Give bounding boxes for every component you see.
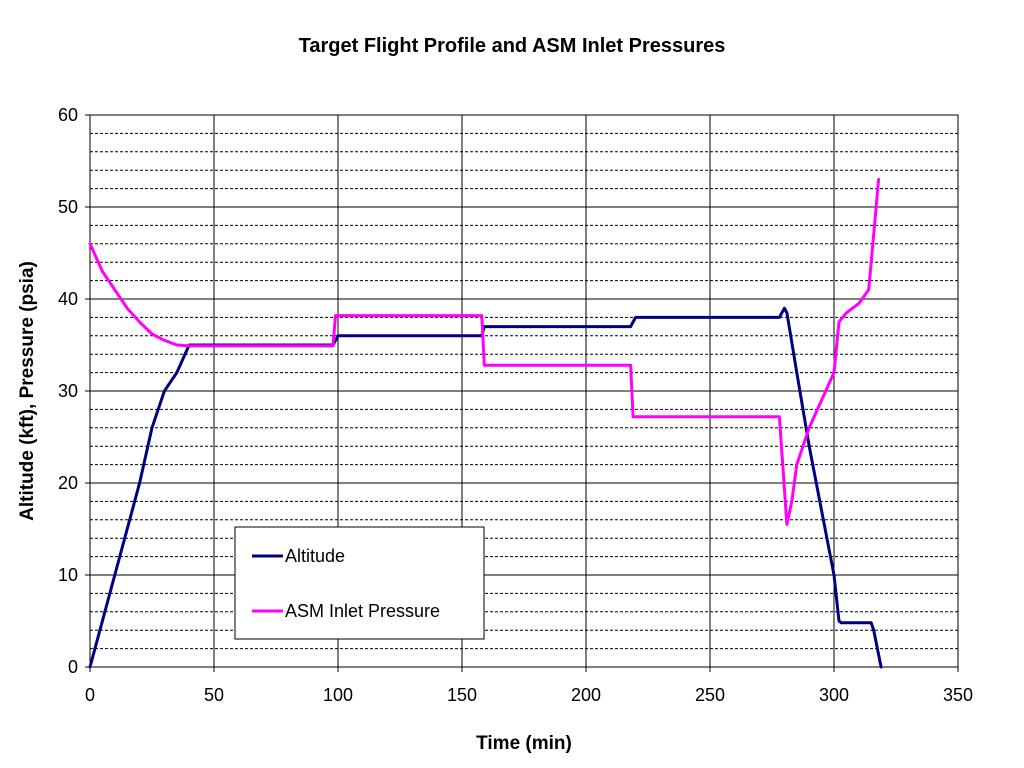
y-tick-label: 60 [58,105,78,125]
legend-label-asm-inlet-pressure: ASM Inlet Pressure [285,601,440,621]
legend-box [234,526,485,640]
series-layer [88,177,883,669]
x-tick-label: 50 [204,685,224,705]
x-tick-label: 300 [819,685,849,705]
legend: Altitude ASM Inlet Pressure [234,526,485,640]
series-line-altitude [88,306,883,669]
legend-label-altitude: Altitude [285,546,345,566]
y-tick-label: 0 [68,657,78,677]
y-tick-label: 10 [58,565,78,585]
major-gridlines [90,115,958,667]
x-axis-ticks: 0 50 100 150 200 250 300 350 [85,667,973,705]
x-tick-label: 350 [943,685,973,705]
y-tick-label: 20 [58,473,78,493]
x-tick-label: 100 [323,685,353,705]
x-tick-label: 250 [695,685,725,705]
y-tick-label: 40 [58,289,78,309]
chart-title: Target Flight Profile and ASM Inlet Pres… [299,35,726,57]
x-axis-label: Time (min) [476,733,572,754]
x-tick-label: 150 [447,685,477,705]
series-line-asm-inlet-pressure [88,177,881,526]
y-tick-label: 50 [58,197,78,217]
x-tick-label: 0 [85,685,95,705]
y-axis-ticks: 0 10 20 30 40 50 60 [58,105,90,677]
y-tick-label: 30 [58,381,78,401]
x-tick-label: 200 [571,685,601,705]
y-axis-label: Altitude (kft), Pressure (psia) [17,261,38,521]
